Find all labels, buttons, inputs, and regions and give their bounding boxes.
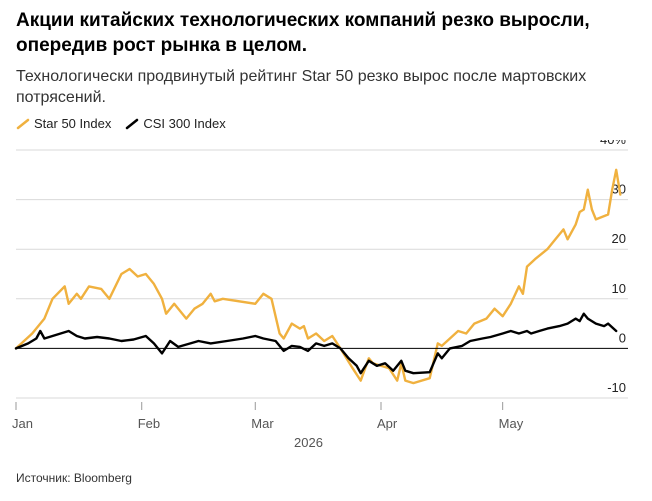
legend-swatch-csi300 bbox=[126, 118, 139, 129]
legend: Star 50 Index CSI 300 Index bbox=[16, 116, 240, 131]
legend-label-csi300: CSI 300 Index bbox=[143, 116, 226, 131]
y-tick-label: 0 bbox=[619, 330, 626, 345]
legend-item-star50: Star 50 Index bbox=[16, 116, 111, 131]
legend-label-star50: Star 50 Index bbox=[34, 116, 112, 131]
y-tick-label: 20 bbox=[612, 231, 626, 246]
x-tick-label: Apr bbox=[377, 416, 398, 431]
source-note: Источник: Bloomberg bbox=[16, 471, 132, 485]
x-tick-label: Mar bbox=[251, 416, 274, 431]
x-tick-label: Feb bbox=[138, 416, 160, 431]
y-tick-label: 10 bbox=[612, 281, 626, 296]
legend-swatch-star50 bbox=[16, 118, 30, 129]
series-line-star50 bbox=[14, 168, 622, 385]
x-axis-year-label: 2026 bbox=[294, 435, 323, 450]
y-tick-label: 40% bbox=[600, 140, 626, 147]
series-line-csi300 bbox=[14, 312, 618, 375]
legend-item-csi300: CSI 300 Index bbox=[125, 116, 226, 131]
x-tick-label: Jan bbox=[12, 416, 33, 431]
y-tick-label: -10 bbox=[607, 380, 626, 395]
chart-subtitle: Технологически продвинутый рейтинг Star … bbox=[16, 68, 587, 106]
x-tick-label: May bbox=[499, 416, 524, 431]
chart-title: Акции китайских технологических компаний… bbox=[16, 10, 590, 56]
